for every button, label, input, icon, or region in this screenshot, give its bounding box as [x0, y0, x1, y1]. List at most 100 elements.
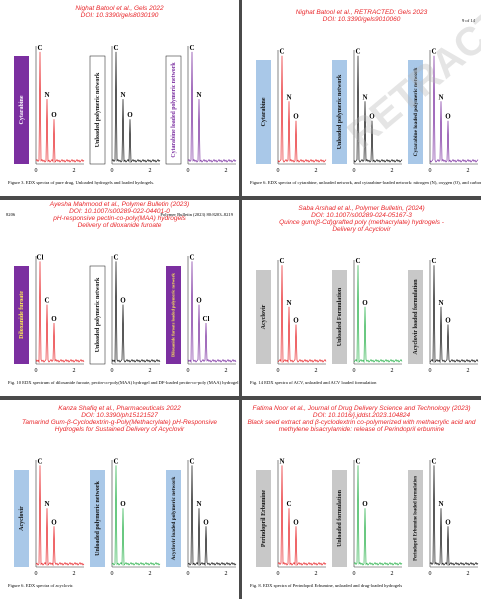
citation-line: DOI: 10.1007/s00289-022-04401-0	[69, 208, 170, 215]
spectrum-label: Cytarabine loaded polymeric network	[171, 62, 177, 158]
page-number: 8206	[6, 212, 16, 217]
peak-label: Cl	[203, 315, 210, 323]
peak-label: N	[44, 91, 49, 99]
peak-label: O	[362, 299, 368, 307]
axis-tick-label: 0	[111, 168, 114, 174]
spectrum-line	[277, 265, 327, 364]
spectrum-label: Perindopril Erbumine	[261, 490, 267, 548]
axis-tick-label: 0	[429, 368, 432, 374]
citation-line: Saba Arshad et al., Polymer Bulletin, (2…	[298, 205, 424, 212]
axis-tick-label: 0	[35, 368, 38, 374]
peak-label: N	[438, 299, 443, 307]
label-box	[256, 270, 271, 364]
label-box	[332, 470, 347, 567]
citation-line: DOI: 10.3390/ph15121527	[81, 412, 158, 419]
spectrum-line	[277, 465, 327, 566]
axis-tick-label: 0	[429, 571, 432, 577]
axis-tick-label: 2	[391, 571, 394, 577]
peak-label: N	[286, 299, 291, 307]
journal-line: Polymer Bulletin (2023) 80:8203–8219	[160, 212, 233, 217]
spectrum-line	[277, 55, 327, 163]
axis-tick-label: 2	[73, 168, 76, 174]
peak-label: O	[293, 518, 299, 526]
spectrum-label: Unloaded formulation	[337, 489, 343, 547]
axis-tick-label: 0	[277, 571, 280, 577]
citation-line: DOI: 10.3390/gels8030190	[81, 12, 159, 19]
axis-tick-label: 2	[149, 571, 152, 577]
spectrum-label: Acyclovir loaded polymeric network	[171, 477, 177, 561]
figure-caption: Figure 3. EDX spectra of pure drug, Unlo…	[8, 180, 154, 186]
label-box	[408, 470, 423, 567]
spectrum-label: Acyclovir loaded formulation	[413, 279, 419, 355]
citation-line: DOI: 10.3390/gels9010060	[323, 16, 401, 23]
peak-label: C	[355, 457, 360, 465]
peak-label: C	[37, 457, 42, 465]
axis-tick-label: 2	[73, 571, 76, 577]
spectrum-label: Perindopril Erbumine loaded formulation	[414, 476, 419, 561]
citation-line: DOI: 10.1016/j.jddst.2023.104824	[313, 412, 411, 419]
axis-tick-label: 2	[315, 571, 318, 577]
axis-tick-label: 0	[35, 571, 38, 577]
spectrum-label: Unloaded polymeric network	[95, 277, 101, 352]
spectrum-line	[353, 265, 403, 364]
citation-line: Delivery of diloxanide furoate	[78, 222, 162, 229]
spectrum-label: Unloaded polymeric network	[337, 74, 343, 149]
axis-tick-label: 0	[35, 168, 38, 174]
spectrum-label: Unloaded Formulation	[337, 287, 343, 346]
axis-tick-label: 2	[149, 368, 152, 374]
peak-label: O	[203, 518, 209, 526]
spectrum-label: Cytarabine loaded polymeric network	[413, 67, 419, 157]
axis-tick-label: 0	[353, 571, 356, 577]
label-box	[90, 470, 105, 567]
axis-tick-label: 0	[429, 168, 432, 174]
citation-line: methylene bisacrylamide: release of Peri…	[279, 426, 445, 433]
spectrum-label: Acyclovir	[261, 304, 267, 329]
figure-panel: 9 of 14 Nighat Batool et al., RETRACTED: …	[242, 0, 481, 196]
figure-caption: Fig. 10 EDX spectrum of diloxanide furoa…	[8, 380, 239, 386]
peak-label: N	[279, 457, 284, 465]
peak-label: C	[113, 457, 118, 465]
spectrum-line	[35, 261, 85, 364]
spectrum-line	[429, 55, 479, 163]
peak-label: O	[293, 316, 299, 324]
peak-label: C	[279, 48, 284, 56]
peak-label: O	[445, 316, 451, 324]
spectrum-line	[187, 465, 237, 567]
citation-line: Black seed extract and β-cyclodextrin co…	[247, 419, 475, 426]
citation-line: DOI: 10.1007/s00289-024-05167-3	[311, 212, 412, 219]
citation-line: Delivery of Acyclovir	[332, 226, 391, 233]
spectrum-line	[111, 465, 161, 566]
citation-line: Ayesha Mahmood et al., Polymer Bulletin …	[49, 201, 189, 208]
figure-caption: Fig. 8. EDX spectra of Perindopril Erbum…	[250, 583, 402, 589]
label-box	[256, 60, 271, 164]
peak-label: O	[293, 113, 299, 121]
peak-label: C	[44, 297, 49, 305]
citation-line: Hydrogels for Sustained Delivery of Acyc…	[55, 426, 185, 433]
peak-label: C	[286, 500, 291, 508]
spectrum-line	[35, 51, 85, 163]
axis-tick-label: 2	[467, 571, 470, 577]
peak-label: N	[196, 500, 201, 508]
page-number: 9 of 14	[462, 18, 476, 23]
figure-panel: 8206 Polymer Bulletin (2023) 80:8203–8219…	[0, 200, 239, 396]
axis-tick-label: 0	[187, 571, 190, 577]
peak-label: N	[120, 91, 125, 99]
label-box	[89, 265, 106, 365]
label-box	[89, 55, 106, 165]
label-box	[166, 266, 181, 364]
peak-label: C	[37, 44, 42, 52]
spectrum-line	[353, 55, 403, 163]
axis-tick-label: 2	[73, 368, 76, 374]
axis-tick-label: 2	[315, 168, 318, 174]
label-box	[166, 470, 181, 567]
spectrum-label: Acyclovir	[19, 506, 25, 531]
peak-label: O	[120, 297, 126, 305]
spectrum-line	[111, 261, 161, 364]
citation-line: Fatima Noor et al., Journal of Drug Deli…	[253, 405, 471, 412]
axis-tick-label: 0	[353, 368, 356, 374]
peak-label: C	[431, 457, 436, 465]
label-box	[14, 470, 29, 567]
spectrum-line	[187, 51, 237, 163]
citation-line: Kanza Shafiq et al., Pharmaceuticals 202…	[58, 405, 181, 412]
